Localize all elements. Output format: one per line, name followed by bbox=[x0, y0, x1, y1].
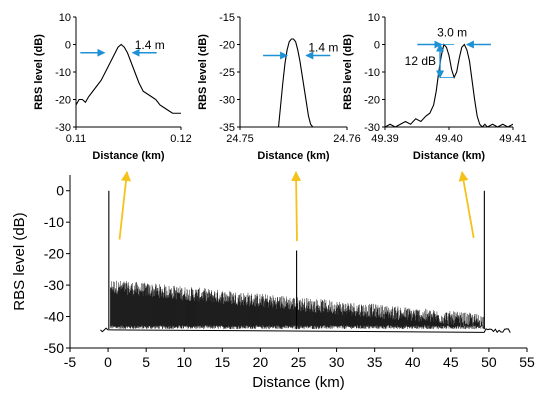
y-tick-label: -30 bbox=[219, 95, 235, 107]
x-axis-label: Distance (km) bbox=[257, 150, 329, 162]
x-tick-label: 30 bbox=[329, 354, 345, 370]
x-tick-label: 49.40 bbox=[435, 133, 463, 145]
y-tick-label: -30 bbox=[364, 122, 380, 134]
x-tick-label: 50 bbox=[481, 354, 497, 370]
y-tick-label: -20 bbox=[219, 40, 235, 52]
width-annotation: 3.0 m bbox=[437, 26, 467, 40]
x-tick-label: -5 bbox=[64, 354, 77, 370]
y-tick-label: 10 bbox=[59, 12, 71, 24]
y-tick-label: -15 bbox=[219, 12, 235, 24]
y-tick-label: -20 bbox=[55, 95, 71, 107]
y-tick-label: 0 bbox=[56, 183, 64, 199]
y-axis-label: RBS level (dB) bbox=[11, 212, 28, 310]
y-tick-label: 0 bbox=[374, 40, 380, 52]
x-tick-label: 0.12 bbox=[170, 133, 191, 145]
y-tick-label: 10 bbox=[368, 12, 380, 24]
x-tick-label: 0 bbox=[104, 354, 112, 370]
x-tick-label: 49.39 bbox=[371, 133, 399, 145]
x-tick-label: 40 bbox=[405, 354, 421, 370]
y-axis-label: RBS level (dB) bbox=[197, 34, 209, 110]
x-axis-label: Distance (km) bbox=[252, 374, 345, 391]
x-tick-label: 5 bbox=[142, 354, 150, 370]
pointer-arrows bbox=[118, 171, 475, 242]
series-line bbox=[385, 43, 513, 127]
y-axis-label: RBS level (dB) bbox=[342, 34, 354, 110]
y-tick-label: -10 bbox=[44, 214, 64, 230]
y-tick-label: -40 bbox=[44, 309, 64, 325]
y-axis-label: RBS level (dB) bbox=[33, 34, 45, 110]
inset-chart-1: 10 0 -10 -20 -300.11 0.12 Distance (km) RBS lev… bbox=[33, 12, 192, 162]
y-tick-label: -20 bbox=[44, 246, 64, 262]
x-axis-label: Distance (km) bbox=[92, 150, 164, 162]
x-tick-label: 0.11 bbox=[66, 133, 87, 145]
x-tick-label: 25 bbox=[291, 354, 307, 370]
x-tick-label: 45 bbox=[443, 354, 459, 370]
x-tick-label: 24.75 bbox=[226, 133, 254, 145]
depth-annotation: 12 dB bbox=[405, 54, 436, 68]
x-tick-label: 49.41 bbox=[499, 133, 527, 145]
y-tick-label: -25 bbox=[219, 67, 235, 79]
main-chart: 0-10-20-30-40-50-5 0 5 10 15 20 25 30 35 40 45 50 55… bbox=[11, 175, 535, 391]
y-tick-label: -30 bbox=[55, 122, 71, 134]
series-line bbox=[277, 38, 314, 127]
noise-floor-trace bbox=[100, 327, 511, 334]
x-tick-label: 10 bbox=[176, 354, 192, 370]
series-line bbox=[76, 43, 181, 114]
y-tick-label: -10 bbox=[364, 67, 380, 79]
y-tick-label: -35 bbox=[219, 122, 235, 134]
x-axis-label: Distance (km) bbox=[413, 150, 485, 162]
pointer-arrow bbox=[458, 171, 475, 239]
x-tick-label: 20 bbox=[253, 354, 269, 370]
pointer-arrow bbox=[118, 171, 131, 240]
width-annotation: 1.4 m bbox=[308, 41, 338, 55]
backscatter-trace bbox=[110, 280, 484, 330]
y-tick-label: -50 bbox=[44, 340, 64, 356]
y-tick-label: -10 bbox=[55, 67, 71, 79]
y-tick-label: -30 bbox=[44, 277, 64, 293]
pointer-arrow bbox=[291, 171, 302, 242]
y-tick-label: -20 bbox=[364, 95, 380, 107]
x-tick-label: 55 bbox=[519, 354, 535, 370]
width-annotation: 1.4 m bbox=[135, 38, 165, 52]
x-tick-label: 24.76 bbox=[333, 133, 361, 145]
x-tick-label: 35 bbox=[367, 354, 383, 370]
y-tick-label: 0 bbox=[65, 40, 71, 52]
x-tick-label: 15 bbox=[215, 354, 231, 370]
